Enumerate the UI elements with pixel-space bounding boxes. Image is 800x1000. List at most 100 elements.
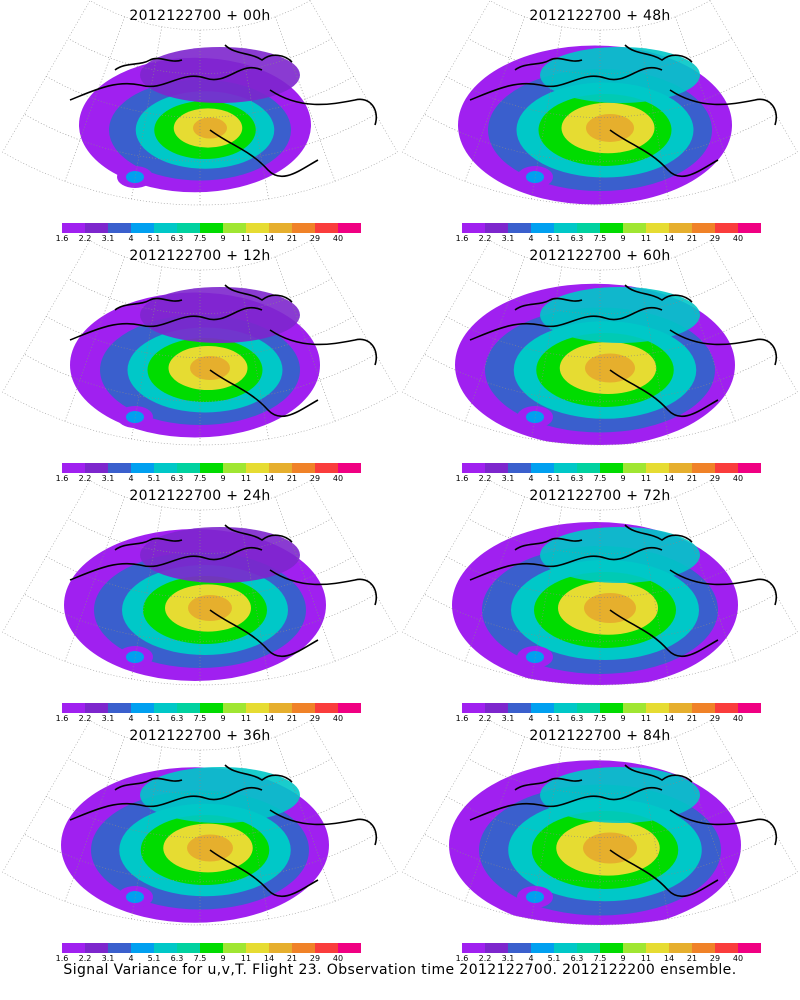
variance-contour [193,117,227,139]
colorbar-tick-label: 6.3 [570,234,584,243]
colorbar [62,703,361,713]
variance-contour [585,353,635,383]
colorbar-tick-label: 40 [732,234,744,243]
map-panel: 2012122700 + 72h 1.6 2.2 3.1 4 5.1 6.3 7.5 9 11 14… [400,480,800,723]
variance-map [402,720,798,926]
variance-map [402,240,798,446]
graticule-line [67,38,333,74]
map-panel: 2012122700 + 36h 1.6 2.2 3.1 4 5.1 6.3 7.5 9 11 14… [0,720,400,963]
colorbar-tick-label: 21 [686,954,698,963]
map-panel: 2012122700 + 12h 1.6 2.2 3.1 4 5.1 6.3 7.5 9 11 14… [0,240,400,483]
variance-contour [190,356,230,380]
panel-title: 2012122700 + 48h [529,8,671,24]
coastline [669,809,777,846]
colorbar-tick-label: 40 [732,474,744,483]
coastline [114,57,183,71]
colorbar-tick-label: 3.1 [501,714,515,723]
colorbar-tick-label: 2.2 [478,954,492,963]
colorbar-tick-label: 14 [663,714,675,723]
colorbar-swatch [292,463,315,473]
field-layer [452,522,738,685]
variance-map [2,240,398,446]
coastline [209,129,319,178]
map-frame [402,720,798,926]
graticule-line [237,506,269,680]
map-frame [2,240,398,446]
colorbar-swatch [600,943,623,953]
colorbar-tick-label: 4 [528,234,534,243]
panel-title: 2012122700 + 84h [529,728,671,744]
colorbar-swatch [292,223,315,233]
colorbar-swatch [554,943,577,953]
colorbar-tick-label: 4 [128,474,134,483]
colorbar-tick-label: 40 [732,714,744,723]
colorbar-swatch [623,943,646,953]
colorbar-tick-label: 7.5 [593,954,607,963]
variance-contour [586,114,634,142]
map-frame [402,240,798,446]
colorbar-swatch [554,463,577,473]
colorbar-swatch [223,943,246,953]
colorbar-swatch [646,223,669,233]
variance-map [2,0,398,206]
panel-title: 2012122700 + 36h [129,728,271,744]
colorbar-swatch [600,223,623,233]
colorbar-swatch [338,463,361,473]
colorbar-tick-label: 4 [128,714,134,723]
colorbar-tick-label: 7.5 [593,234,607,243]
colorbar-swatch [692,943,715,953]
graticule-line [274,16,336,182]
coastline [209,369,319,418]
graticule-line [67,278,333,314]
colorbar-swatch [531,463,554,473]
colorbar-tick-label: 1.6 [55,474,69,483]
field-layer [455,283,735,445]
colorbar-swatch [85,943,108,953]
colorbar-swatch [154,223,177,233]
colorbar-tick-label: 29 [309,474,321,483]
colorbar-swatch [85,703,108,713]
map-panel: 2012122700 + 84h 1.6 2.2 3.1 4 5.1 6.3 7.5 9 11 14… [400,720,800,963]
colorbar-swatch [200,943,223,953]
variance-map [2,720,398,926]
colorbar-swatch [269,703,292,713]
colorbar-swatch [462,463,485,473]
colorbar-tick-label: 29 [709,234,721,243]
coastline [669,89,777,126]
colorbar-swatch [646,703,669,713]
variance-contour [526,171,544,183]
colorbar-tick-label: 3.1 [101,714,115,723]
colorbar-tick-label: 11 [240,714,252,723]
coastline [624,764,693,783]
colorbar-swatch [154,703,177,713]
map-frame [402,0,798,206]
field-layer [61,767,329,923]
colorbar-tick-label: 14 [663,954,675,963]
graticule-line [64,736,126,902]
colorbar-swatch [600,463,623,473]
colorbar-tick-label: 21 [286,714,298,723]
panel-title: 2012122700 + 00h [129,8,271,24]
colorbar-swatch [177,943,200,953]
colorbar-tick-label: 6.3 [170,714,184,723]
colorbar-swatch [462,223,485,233]
colorbar-tick-label: 11 [240,234,252,243]
colorbar-tick-label: 3.1 [101,474,115,483]
coastline [669,569,777,606]
colorbar-swatch [508,943,531,953]
colorbar-swatch [669,703,692,713]
colorbar-swatch [692,703,715,713]
colorbar-tick-label: 14 [663,234,675,243]
colorbar [62,223,361,233]
map-frame [2,0,398,206]
coastline [209,849,319,898]
graticule-line [467,518,733,554]
colorbar-tick-label: 4 [528,474,534,483]
graticule-line [467,758,733,794]
colorbar-swatch [338,223,361,233]
graticule-line [674,16,736,182]
colorbar-swatch [62,223,85,233]
colorbar-swatch [646,943,669,953]
colorbar-swatch [108,223,131,233]
graticule-line [24,833,376,882]
